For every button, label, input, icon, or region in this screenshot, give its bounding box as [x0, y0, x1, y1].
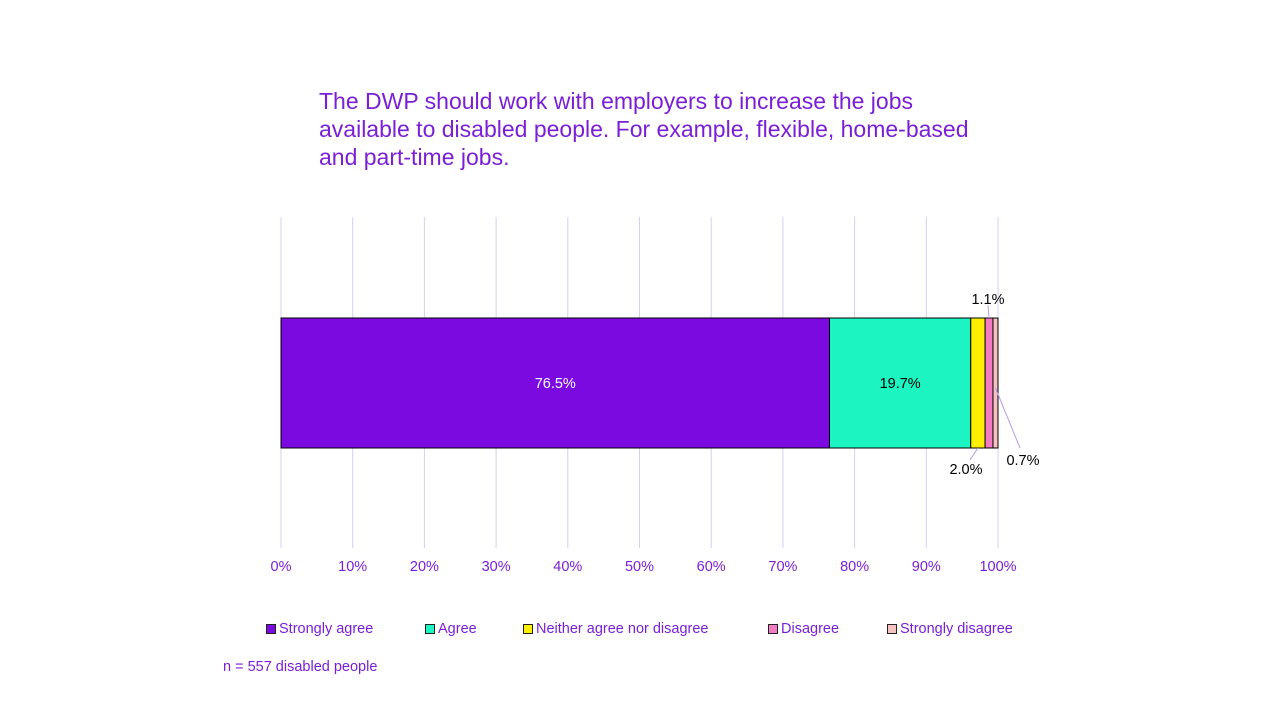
legend-label: Disagree	[781, 621, 840, 637]
x-tick-label: 70%	[768, 559, 797, 575]
legend-item-neither: Neither agree nor disagree	[523, 621, 709, 637]
bar-segment	[984, 317, 994, 449]
bar-segment	[970, 317, 986, 449]
x-tick-label: 60%	[697, 559, 726, 575]
x-tick-label: 100%	[979, 559, 1016, 575]
x-tick-label: 20%	[410, 559, 439, 575]
sample-size-note: n = 557 disabled people	[223, 659, 378, 675]
data-label: 0.7%	[1006, 453, 1039, 469]
bar-segment	[992, 317, 999, 449]
leader-line	[995, 387, 1021, 449]
legend-item-strongly-disagree: Strongly disagree	[887, 621, 1013, 637]
x-tick-label: 0%	[271, 559, 292, 575]
legend-item-agree: Agree	[425, 621, 477, 637]
legend-label: Strongly disagree	[900, 621, 1013, 637]
x-tick-label: 10%	[338, 559, 367, 575]
data-label: 2.0%	[949, 462, 982, 478]
legend-swatch	[266, 624, 276, 634]
bar-segment	[280, 317, 831, 449]
chart-title: The DWP should work with employers to in…	[319, 88, 969, 170]
legend-label: Strongly agree	[279, 621, 374, 637]
legend-item-disagree: Disagree	[768, 621, 839, 637]
legend-swatch	[887, 624, 897, 634]
leader-line	[987, 304, 990, 319]
x-tick-label: 40%	[553, 559, 582, 575]
data-label: 19.7%	[880, 376, 921, 392]
data-label: 76.5%	[535, 376, 576, 392]
x-tick-label: 50%	[625, 559, 654, 575]
legend-swatch	[523, 624, 533, 634]
data-label: 1.1%	[971, 292, 1004, 308]
legend-item-strongly-agree: Strongly agree	[266, 621, 373, 637]
legend-label: Neither agree nor disagree	[536, 621, 709, 637]
x-tick-label: 30%	[482, 559, 511, 575]
legend-swatch	[425, 624, 435, 634]
legend-swatch	[768, 624, 778, 634]
x-tick-label: 80%	[840, 559, 869, 575]
leader-line	[969, 447, 979, 461]
bar-segment	[829, 317, 972, 449]
legend-label: Agree	[438, 621, 477, 637]
x-tick-label: 90%	[912, 559, 941, 575]
